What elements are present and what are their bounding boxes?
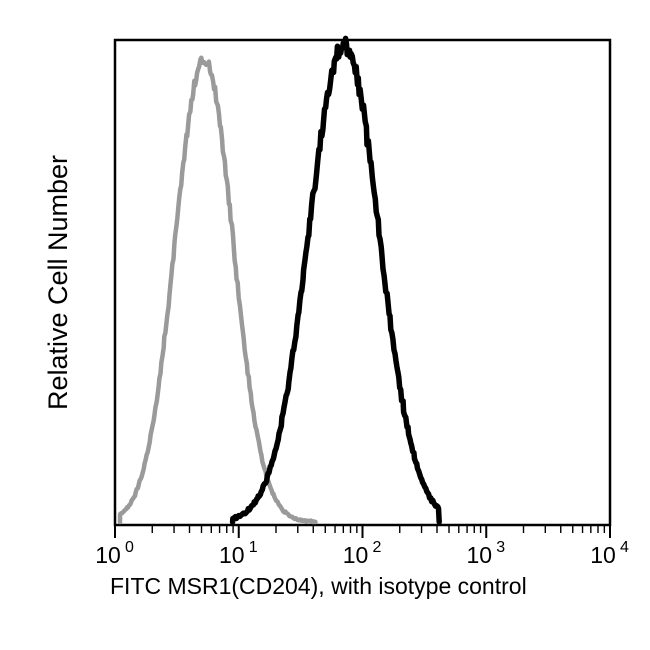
histogram-curve-isotype_control [120,58,316,522]
x-tick-superscript: 1 [249,539,258,556]
y-axis-label: Relative Cell Number [43,155,73,410]
chart-svg: 100101102103104FITC MSR1(CD204), with is… [0,0,650,650]
x-tick-label: 10 [219,542,245,568]
x-tick-label: 10 [343,542,369,568]
histogram-curve-msr1_stained [233,38,440,522]
x-tick-superscript: 4 [620,539,629,556]
x-tick-superscript: 2 [373,539,382,556]
x-tick-label: 10 [466,542,492,568]
x-tick-superscript: 0 [125,539,134,556]
x-tick-label: 10 [590,542,616,568]
x-tick-label: 10 [95,542,121,568]
x-axis-label: FITC MSR1(CD204), with isotype control [110,573,527,599]
flow-cytometry-histogram: 100101102103104FITC MSR1(CD204), with is… [0,0,650,650]
x-tick-superscript: 3 [496,539,505,556]
